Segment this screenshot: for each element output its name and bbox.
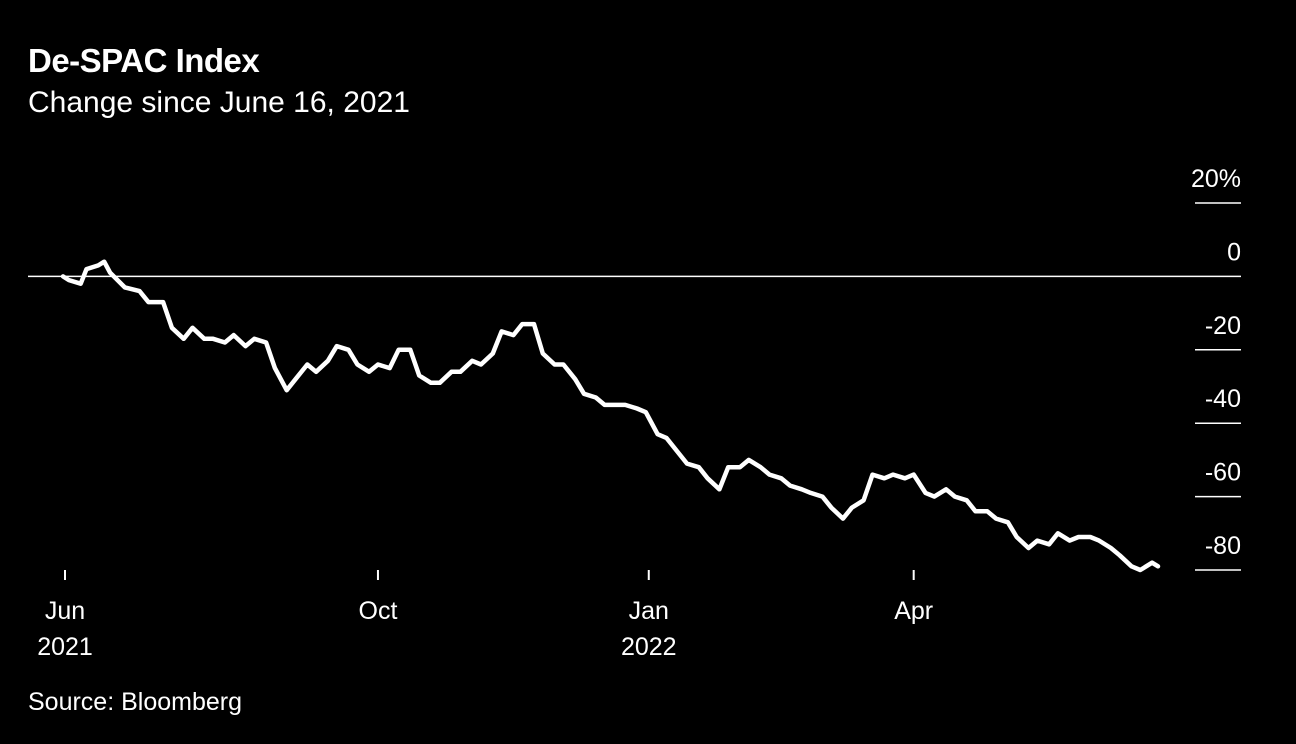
x-axis: Jun 2021 Oct Jan 2022 Apr — [37, 570, 933, 661]
y-tick-label: -20 — [1205, 312, 1241, 340]
y-tick-label: -80 — [1205, 532, 1241, 560]
y-tick-label: 20% — [1191, 165, 1241, 193]
chart-title: De-SPAC Index — [28, 42, 260, 79]
plot-area — [60, 259, 1161, 573]
x-tick-label: Oct — [359, 597, 398, 625]
y-tick-label: 0 — [1227, 238, 1241, 266]
source-note: Source: Bloomberg — [28, 688, 243, 716]
x-tick-sublabel: 2021 — [37, 633, 93, 661]
y-tick-label: -60 — [1205, 459, 1241, 487]
y-tick-label: -40 — [1205, 385, 1241, 413]
chart-subtitle: Change since June 16, 2021 — [28, 86, 410, 119]
series-line — [60, 259, 1161, 573]
y-axis: 20% 0 -20 -40 -60 -80 — [28, 165, 1241, 571]
x-tick-label: Jun — [45, 597, 85, 625]
x-tick-sublabel: 2022 — [621, 633, 677, 661]
x-tick-label: Apr — [894, 597, 933, 625]
x-tick-label: Jan — [629, 597, 669, 625]
